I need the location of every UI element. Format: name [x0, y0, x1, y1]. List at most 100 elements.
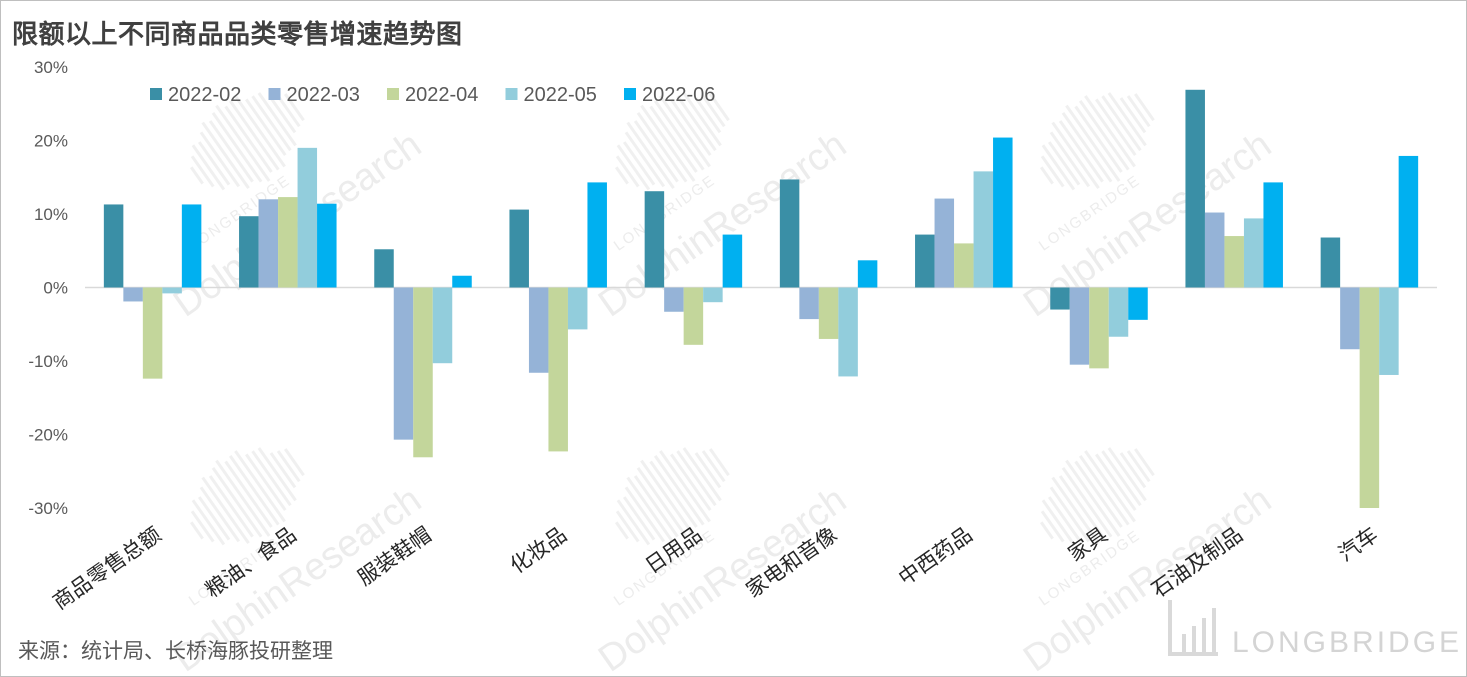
- legend-swatch: [268, 88, 281, 100]
- watermark-bar: [189, 166, 204, 185]
- watermark-bar: [623, 141, 656, 186]
- bar-2022-05-中西药品: [973, 171, 994, 288]
- bar-2022-04-日用品: [683, 287, 704, 345]
- watermark-bar: [694, 452, 722, 489]
- watermark-bar: [624, 131, 666, 188]
- watermark-bar: [670, 98, 712, 156]
- x-tick-label: 化妆品: [506, 522, 571, 578]
- bar-2022-06-中西药品: [993, 137, 1013, 288]
- bar-2022-03-石油及制品: [1204, 212, 1225, 288]
- y-axis: 30% 20% 10% 0% -10% -20% -30%: [28, 58, 68, 518]
- watermark-bar: [1134, 93, 1155, 122]
- watermark-bar: [1040, 155, 1065, 188]
- bar-2022-04-石油及制品: [1224, 236, 1244, 288]
- watermark-bar: [659, 450, 711, 523]
- watermark-bar: [701, 450, 726, 483]
- watermark-bar: [614, 166, 629, 185]
- watermark-bar: [1119, 97, 1147, 134]
- bar-2022-06-化妆品: [587, 182, 607, 288]
- bar-2022-03-中西药品: [934, 198, 955, 288]
- watermark-bar: [1039, 166, 1054, 185]
- bars-layer: [103, 89, 1419, 508]
- watermark-bar: [1107, 447, 1147, 502]
- bar-2022-02-中西药品: [915, 234, 935, 288]
- bar-2022-05-服装鞋帽: [432, 287, 453, 364]
- bar-2022-02-商品零售总额: [103, 204, 124, 288]
- watermark-bar: [1084, 95, 1136, 168]
- watermark-bar: [245, 98, 287, 156]
- watermark-bar: [1101, 95, 1142, 152]
- watermark-bar: [633, 475, 679, 538]
- bar-2022-02-汽车: [1320, 237, 1341, 288]
- watermark-bar: [224, 460, 273, 528]
- watermark-bar: [615, 155, 640, 188]
- watermark-bar: [190, 155, 215, 188]
- watermark-bar: [615, 510, 640, 543]
- y-tick-label: -20%: [28, 426, 68, 445]
- watermark-bar: [682, 447, 722, 502]
- watermark-bar: [1058, 475, 1104, 538]
- legend-label: 2022-04: [405, 84, 478, 106]
- legend-swatch: [505, 88, 518, 100]
- bar-2022-02-家具: [1050, 287, 1070, 310]
- watermark-bar: [211, 112, 263, 183]
- y-tick-label: -10%: [28, 352, 68, 371]
- legend-swatch: [150, 88, 162, 100]
- bar-2022-02-日用品: [644, 191, 665, 288]
- watermark-bar: [284, 448, 305, 477]
- watermark-bar: [614, 521, 629, 540]
- bar-2022-04-汽车: [1359, 287, 1380, 508]
- watermark-bar: [1101, 450, 1142, 507]
- bar-2022-02-化妆品: [509, 209, 529, 288]
- watermark-bar: [636, 467, 688, 538]
- watermark-bar: [1074, 460, 1123, 528]
- watermark-bar: [189, 521, 204, 540]
- watermark-bar: [616, 499, 651, 546]
- watermark-bar: [676, 450, 717, 507]
- watermark-bar: [649, 105, 698, 173]
- bar-2022-05-化妆品: [567, 287, 588, 330]
- watermark-bar: [191, 499, 226, 546]
- y-tick-label: 20%: [34, 132, 68, 151]
- watermark-bar: [626, 121, 675, 189]
- watermark-bar: [234, 450, 286, 523]
- watermark-bar: [198, 496, 231, 541]
- watermark-bar: [276, 95, 301, 128]
- bar-2022-05-日用品: [703, 287, 723, 303]
- watermark-bar: [251, 450, 292, 507]
- x-tick-label: 中西药品: [894, 522, 977, 590]
- watermark-bar: [198, 141, 231, 186]
- watermark-bar: [1134, 448, 1155, 477]
- bar-2022-03-家电和音像: [799, 287, 819, 320]
- watermark-bar: [1095, 98, 1137, 156]
- watermark-bar: [199, 131, 241, 188]
- bar-2022-04-家具: [1089, 287, 1109, 369]
- watermark-bar: [623, 496, 656, 541]
- watermark-bar: [1041, 499, 1076, 546]
- bar-2022-06-家具: [1128, 287, 1148, 320]
- watermark-bar: [649, 460, 698, 528]
- watermark-bar: [1048, 141, 1081, 186]
- watermark-bar: [201, 121, 250, 189]
- watermark-bar: [1041, 144, 1076, 191]
- bar-2022-02-家电和音像: [779, 179, 800, 288]
- watermark-bar: [640, 104, 696, 182]
- watermark-bar: [1051, 476, 1100, 544]
- legend-swatch: [624, 88, 636, 100]
- watermark-bar: [1107, 92, 1147, 147]
- bar-2022-05-家具: [1108, 287, 1129, 337]
- legend-label: 2022-03: [287, 84, 360, 106]
- legend-swatch: [387, 88, 399, 100]
- y-tick-label: 10%: [34, 205, 68, 224]
- bar-2022-03-化妆品: [528, 287, 549, 373]
- watermark-bar: [694, 97, 722, 134]
- watermark-bar: [1048, 496, 1081, 541]
- watermark-bar: [1061, 112, 1113, 183]
- watermark-bar: [1051, 121, 1100, 189]
- watermark-bar: [208, 120, 254, 183]
- bar-2022-04-家电和音像: [818, 287, 839, 339]
- watermark-bar: [1126, 450, 1151, 483]
- watermark-bar: [211, 467, 263, 538]
